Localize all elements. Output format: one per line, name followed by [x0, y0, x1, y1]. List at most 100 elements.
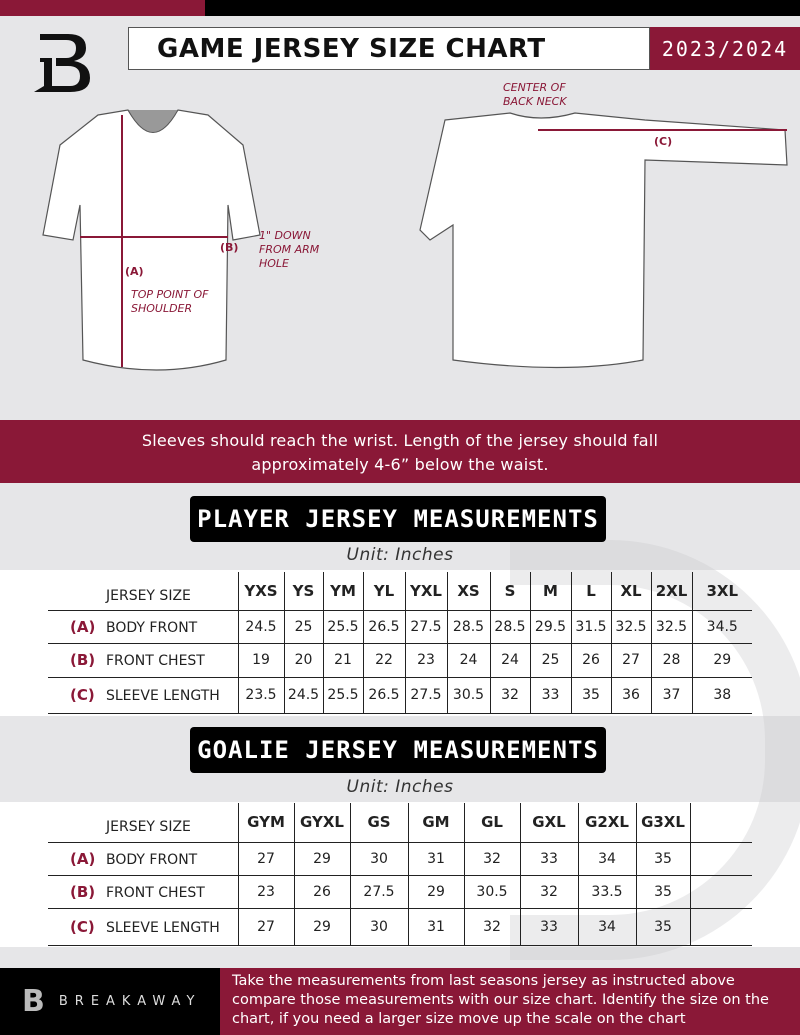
- table-cell: 35: [635, 874, 690, 909]
- table-header-row: JERSEY SIZE YXS YS YM YL YXL XS S M L XL 2XL 3XL: [48, 572, 752, 611]
- row-label: (C) SLEEVE LENGTH: [48, 676, 238, 714]
- table-row: (C) SLEEVE LENGTH 23.5 24.5 25.5 26.5 27.5 30.5…: [48, 676, 752, 714]
- table-cell: 27: [610, 642, 651, 678]
- arm-hole-label: 1" DOWN FROM ARM HOLE: [259, 229, 320, 270]
- table-cell: 33: [519, 841, 578, 876]
- table-cell: [689, 907, 752, 946]
- jersey-size-header: JERSEY SIZE: [48, 803, 238, 843]
- table-cell: 23: [404, 642, 447, 678]
- size-header: GS: [349, 803, 408, 843]
- table-cell: 29: [293, 907, 350, 946]
- table-cell: 32.5: [610, 609, 651, 644]
- table-cell: 27: [237, 907, 294, 946]
- measure-code: (A): [70, 617, 96, 636]
- table-cell: 37: [650, 676, 692, 714]
- fit-instructions-text: Sleeves should reach the wrist. Length o…: [141, 431, 659, 474]
- table-cell: 34: [577, 907, 636, 946]
- size-header: G3XL: [635, 803, 690, 843]
- table-cell: 28: [650, 642, 692, 678]
- size-header: XL: [610, 572, 651, 611]
- table-cell: 27: [237, 841, 294, 876]
- table-cell: 30.5: [446, 676, 490, 714]
- table-cell: 31: [407, 841, 464, 876]
- size-header: YXS: [237, 572, 284, 611]
- footer-instructions: Take the measurements from last seasons …: [220, 968, 800, 1035]
- back-jersey-diagram: [419, 112, 788, 369]
- size-header: 2XL: [650, 572, 692, 611]
- row-label: (B) FRONT CHEST: [48, 642, 238, 678]
- table-cell: 29: [293, 841, 350, 876]
- size-header: YXL: [404, 572, 447, 611]
- table-cell: 33.5: [577, 874, 636, 909]
- goalie-unit: Unit: Inches: [346, 777, 454, 797]
- table-cell: 32: [463, 841, 520, 876]
- table-cell: 19: [237, 642, 284, 678]
- table-cell: 25: [529, 642, 571, 678]
- size-header: [689, 803, 752, 843]
- footer-logo: B: [22, 984, 45, 1019]
- measure-name: SLEEVE LENGTH: [106, 919, 220, 936]
- jersey-size-header: JERSEY SIZE: [48, 572, 238, 611]
- center-back-neck-label: CENTER OF BACK NECK: [503, 81, 567, 108]
- row-label: (B) FRONT CHEST: [48, 874, 238, 909]
- size-header: GYM: [237, 803, 294, 843]
- measure-code: (C): [70, 686, 95, 704]
- measure-code: (C): [70, 917, 95, 936]
- table-cell: 32.5: [650, 609, 692, 644]
- table-cell: 33: [529, 676, 571, 714]
- player-section-title: PLAYER JERSEY MEASUREMENTS: [190, 496, 606, 542]
- brand-name: BREAKAWAY: [58, 994, 202, 1009]
- table-cell: 26.5: [362, 676, 405, 714]
- table-cell: 29: [691, 642, 752, 678]
- top-accent-bar: [0, 0, 205, 16]
- size-header: YM: [322, 572, 363, 611]
- table-row: (B) FRONT CHEST 19 20 21 22 23 24 24 25 26 27 28 29: [48, 642, 752, 678]
- table-cell: 21: [322, 642, 363, 678]
- table-cell: 30: [349, 841, 408, 876]
- size-header: XS: [446, 572, 490, 611]
- label-a: (A): [125, 265, 144, 278]
- season-badge: 2023/2024: [650, 27, 800, 70]
- table-cell: 28.5: [446, 609, 490, 644]
- table-cell: 33: [519, 907, 578, 946]
- table-cell: 25.5: [322, 676, 363, 714]
- size-header: M: [529, 572, 571, 611]
- size-header: GM: [407, 803, 464, 843]
- table-cell: 34: [577, 841, 636, 876]
- table-cell: 24.5: [283, 676, 323, 714]
- front-jersey-diagram: [42, 109, 261, 371]
- table-cell: 27.5: [349, 874, 408, 909]
- table-cell: 35: [635, 907, 690, 946]
- table-cell: 28.5: [489, 609, 530, 644]
- table-cell: 35: [570, 676, 611, 714]
- table-cell: 30: [349, 907, 408, 946]
- measure-code: (B): [70, 651, 96, 669]
- size-header: L: [570, 572, 611, 611]
- page-title: GAME JERSEY SIZE CHART: [128, 27, 650, 70]
- size-header: 3XL: [691, 572, 752, 611]
- table-cell: 27.5: [404, 676, 447, 714]
- table-row: (C) SLEEVE LENGTH 27 29 30 31 32 33 34 35: [48, 907, 752, 946]
- size-header: G2XL: [577, 803, 636, 843]
- measure-code: (B): [70, 882, 96, 901]
- measure-code: (A): [70, 849, 96, 868]
- table-cell: 32: [463, 907, 520, 946]
- table-cell: 35: [635, 841, 690, 876]
- shoulder-label: TOP POINT OF SHOULDER: [131, 288, 209, 315]
- size-header: S: [489, 572, 530, 611]
- table-cell: 32: [489, 676, 530, 714]
- table-cell: 26.5: [362, 609, 405, 644]
- table-cell: 22: [362, 642, 405, 678]
- size-header: YL: [362, 572, 405, 611]
- measure-name: SLEEVE LENGTH: [106, 688, 220, 704]
- table-row: (A) BODY FRONT 24.5 25 25.5 26.5 27.5 28.5 28.5 2…: [48, 609, 752, 644]
- table-cell: 32: [519, 874, 578, 909]
- table-cell: 26: [570, 642, 611, 678]
- table-cell: 31.5: [570, 609, 611, 644]
- table-cell: 34.5: [691, 609, 752, 644]
- size-header: GXL: [519, 803, 578, 843]
- breakaway-logo: [30, 28, 94, 96]
- table-cell: 24.5: [237, 609, 284, 644]
- table-cell: 30.5: [463, 874, 520, 909]
- table-cell: 23: [237, 874, 294, 909]
